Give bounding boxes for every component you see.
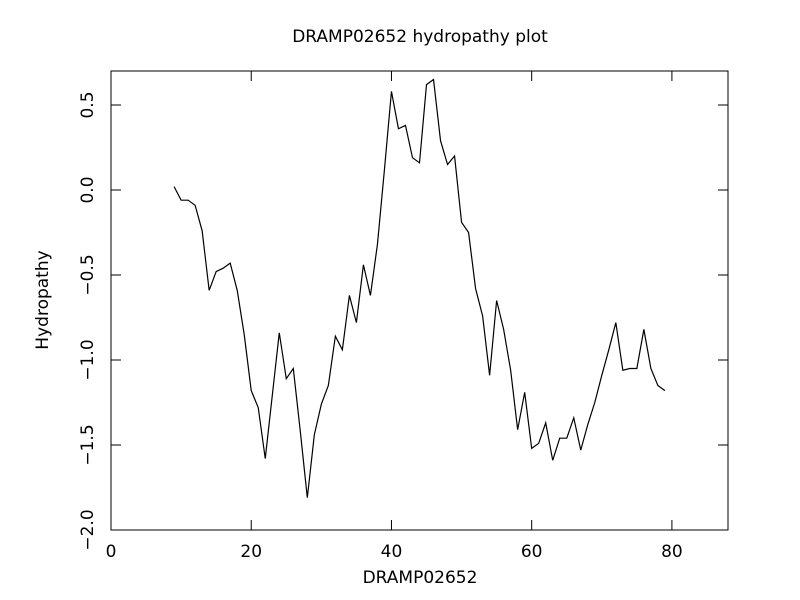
y-tick-label: 0.5 — [78, 91, 98, 118]
y-tick-label: −0.5 — [78, 254, 98, 295]
y-tick-label: 0.0 — [78, 176, 98, 203]
x-tick-label: 60 — [521, 542, 543, 562]
y-tick-label: −1.0 — [78, 339, 98, 380]
plot-frame — [110, 70, 729, 531]
y-axis-label: Hydropathy — [33, 250, 53, 349]
x-axis-label: DRAMP02652 — [363, 568, 478, 588]
x-tick-label: 80 — [661, 542, 683, 562]
data-line — [173, 78, 666, 498]
y-tick-label: −1.5 — [78, 424, 98, 465]
chart-title: DRAMP02652 hydropathy plot — [292, 27, 548, 47]
y-tick-label: −2.0 — [78, 509, 98, 550]
x-tick-label: 20 — [240, 542, 262, 562]
x-tick-label: 40 — [381, 542, 403, 562]
x-tick-label: 0 — [106, 542, 117, 562]
